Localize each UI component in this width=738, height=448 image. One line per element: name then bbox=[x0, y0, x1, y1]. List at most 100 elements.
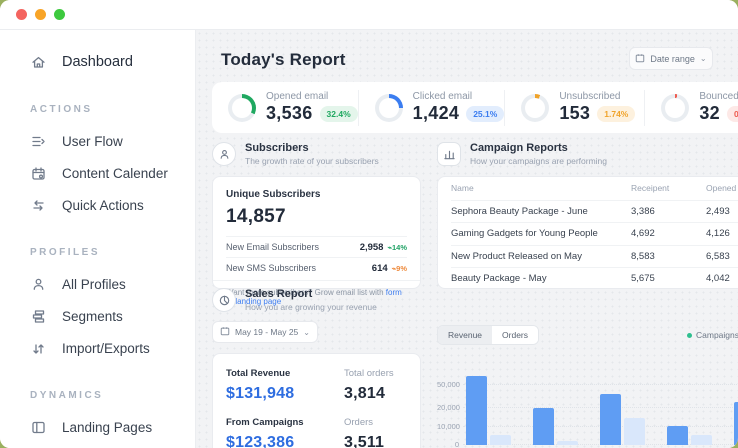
row-values: 2,958 ⌁14% bbox=[360, 242, 407, 253]
clicked-email-donut bbox=[374, 93, 403, 122]
layout-icon bbox=[30, 419, 47, 436]
sidebar-item-dashboard[interactable]: Dashboard bbox=[30, 46, 195, 78]
sidebar-item-all-profiles[interactable]: All Profiles bbox=[30, 268, 195, 300]
campaign-receipent: 8,583 bbox=[631, 250, 655, 262]
sales-metrics-card: Total Revenue $131,948 Total orders 3,81… bbox=[212, 353, 421, 448]
sidebar-item-quick-actions[interactable]: Quick Actions bbox=[30, 189, 195, 221]
bar-other[interactable] bbox=[490, 435, 511, 445]
table-row[interactable]: Gaming Gadgets for Young People 4,692 4,… bbox=[451, 222, 738, 245]
stat-value-row: 153 1.74% bbox=[559, 103, 636, 124]
date-range-button[interactable]: Date range ⌄ bbox=[629, 47, 713, 70]
sidebar-item-landing-pages[interactable]: Landing Pages bbox=[30, 411, 195, 443]
bar-other[interactable] bbox=[691, 435, 712, 445]
sidebar-item-user-flow[interactable]: User Flow bbox=[30, 125, 195, 157]
sales-date-select[interactable]: May 19 - May 25 ⌄ bbox=[212, 321, 318, 343]
column-header-opened[interactable]: Opened bbox=[706, 183, 737, 194]
table-row[interactable]: Beauty Package - May 5,675 4,042 $ bbox=[451, 267, 738, 288]
stat-unsubscribed[interactable]: Unsubscribed 153 1.74% bbox=[504, 89, 644, 126]
swap-arrows-icon bbox=[30, 197, 47, 214]
sales-metric-row: Total Revenue $131,948 Total orders 3,81… bbox=[226, 368, 407, 403]
subscribers-header-text: Subscribers The growth rate of your subs… bbox=[245, 142, 379, 166]
tab-revenue[interactable]: Revenue bbox=[438, 326, 493, 344]
campaign-receipent: 5,675 bbox=[631, 273, 655, 285]
form-link[interactable]: form bbox=[385, 288, 402, 297]
panel-subtitle: How your campaigns are performing bbox=[470, 156, 608, 166]
column-header-receipent[interactable]: Receipent bbox=[631, 183, 670, 194]
metric-side-label: Orders bbox=[344, 417, 374, 428]
panel-title: Campaign Reports bbox=[470, 142, 568, 154]
stat-value-row: 32 0.09% bbox=[699, 103, 738, 124]
stat-value: 32 bbox=[699, 103, 720, 123]
sales-report-header: Sales Report How you are growing your re… bbox=[212, 288, 421, 312]
bar-other[interactable] bbox=[557, 440, 578, 445]
metric-value: $123,386 bbox=[226, 434, 295, 448]
chevron-down-icon: ⌄ bbox=[699, 54, 707, 63]
campaign-name: Beauty Package - May bbox=[451, 273, 547, 285]
import-export-icon bbox=[30, 340, 47, 357]
close-window-button[interactable] bbox=[16, 9, 27, 20]
tab-orders[interactable]: Orders bbox=[492, 326, 539, 344]
sidebar-item-import-exports[interactable]: Import/Exports bbox=[30, 332, 195, 364]
bar-other[interactable] bbox=[624, 418, 645, 445]
stat-value: 3,536 bbox=[266, 103, 313, 123]
row-values: 614 ⌁9% bbox=[372, 263, 407, 274]
metric-left: From Campaigns $123,386 bbox=[226, 417, 344, 448]
column-header-name[interactable]: Name bbox=[451, 183, 474, 194]
subscribers-person-icon bbox=[212, 142, 236, 166]
stat-clicked-email[interactable]: Clicked email 1,424 25.1% bbox=[357, 89, 505, 126]
campaign-reports-table: Name Receipent Opened Revenue Sephora Be… bbox=[437, 176, 738, 289]
sidebar-item-label: User Flow bbox=[62, 133, 123, 149]
row-value: 2,958 bbox=[359, 241, 384, 253]
bar-campaigns[interactable] bbox=[533, 408, 554, 445]
legend-label: Campaigns bbox=[696, 330, 738, 340]
calendar-icon bbox=[635, 53, 645, 65]
y-axis-tick-label: 50,000 bbox=[437, 380, 460, 389]
bar-campaigns[interactable] bbox=[734, 401, 738, 445]
window-titlebar bbox=[0, 0, 738, 30]
new-email-subscribers-row[interactable]: New Email Subscribers 2,958 ⌁14% bbox=[226, 236, 407, 257]
stat-bounced[interactable]: Bounced 32 0.09% bbox=[644, 89, 738, 126]
trend-up-indicator: ⌁14% bbox=[387, 242, 407, 252]
table-row[interactable]: New Product Released on May 8,583 6,583 … bbox=[451, 244, 738, 268]
sales-date-label: May 19 - May 25 bbox=[234, 327, 299, 337]
sidebar-heading-profiles: PROFILES bbox=[30, 247, 101, 258]
sidebar-item-segments[interactable]: Segments bbox=[30, 300, 195, 332]
table-row[interactable]: Sephora Beauty Package - June 3,386 2,49… bbox=[451, 199, 738, 223]
stat-text: Bounced 32 0.09% bbox=[699, 91, 738, 124]
landing-page-link[interactable]: landing page bbox=[235, 297, 282, 306]
metric-label: From Campaigns bbox=[226, 417, 304, 428]
sidebar-item-label: Import/Exports bbox=[62, 340, 150, 356]
sidebar-item-label: Dashboard bbox=[62, 54, 133, 70]
traffic-lights bbox=[16, 9, 65, 20]
stat-label: Opened email bbox=[266, 91, 329, 102]
sidebar-item-content-calender[interactable]: Content Calender bbox=[30, 157, 195, 189]
stat-label: Clicked email bbox=[412, 91, 473, 102]
sidebar-item-label: Segments bbox=[62, 308, 123, 324]
stat-badge: 1.74% bbox=[597, 105, 636, 122]
stat-badge: 0.09% bbox=[726, 105, 738, 122]
metric-right: Orders 3,511 bbox=[344, 417, 407, 448]
unsubscribed-donut bbox=[521, 93, 550, 122]
campaign-opened: 4,042 bbox=[706, 273, 730, 285]
stat-label: Unsubscribed bbox=[559, 91, 621, 102]
stat-opened-email[interactable]: Opened email 3,536 32.4% bbox=[212, 90, 358, 126]
unique-subscribers-label: Unique Subscribers bbox=[226, 189, 321, 200]
y-axis-tick-label: 20,000 bbox=[437, 403, 460, 412]
panel-subtitle: The growth rate of your subscribers bbox=[245, 156, 379, 166]
sales-header-text: Sales Report How you are growing your re… bbox=[245, 288, 377, 312]
bar-campaigns[interactable] bbox=[466, 375, 487, 445]
minimize-window-button[interactable] bbox=[35, 9, 46, 20]
app-body: Dashboard ACTIONS User Flow Content Cale… bbox=[0, 30, 738, 448]
stat-text: Opened email 3,536 32.4% bbox=[266, 91, 358, 124]
stat-label: Bounced bbox=[699, 91, 738, 102]
new-sms-subscribers-row[interactable]: New SMS Subscribers 614 ⌁9% bbox=[226, 257, 407, 278]
zoom-window-button[interactable] bbox=[54, 9, 65, 20]
bar-campaigns[interactable] bbox=[600, 394, 621, 445]
sidebar-heading-actions: ACTIONS bbox=[30, 104, 93, 115]
y-axis-tick-label: 10,000 bbox=[437, 422, 460, 431]
gridline bbox=[463, 384, 738, 385]
stat-value: 1,424 bbox=[412, 103, 460, 123]
campaign-reports-panel: Campaign Reports How your campaigns are … bbox=[437, 142, 738, 289]
bar-campaigns[interactable] bbox=[667, 426, 688, 445]
campaign-opened: 6,583 bbox=[706, 250, 730, 262]
